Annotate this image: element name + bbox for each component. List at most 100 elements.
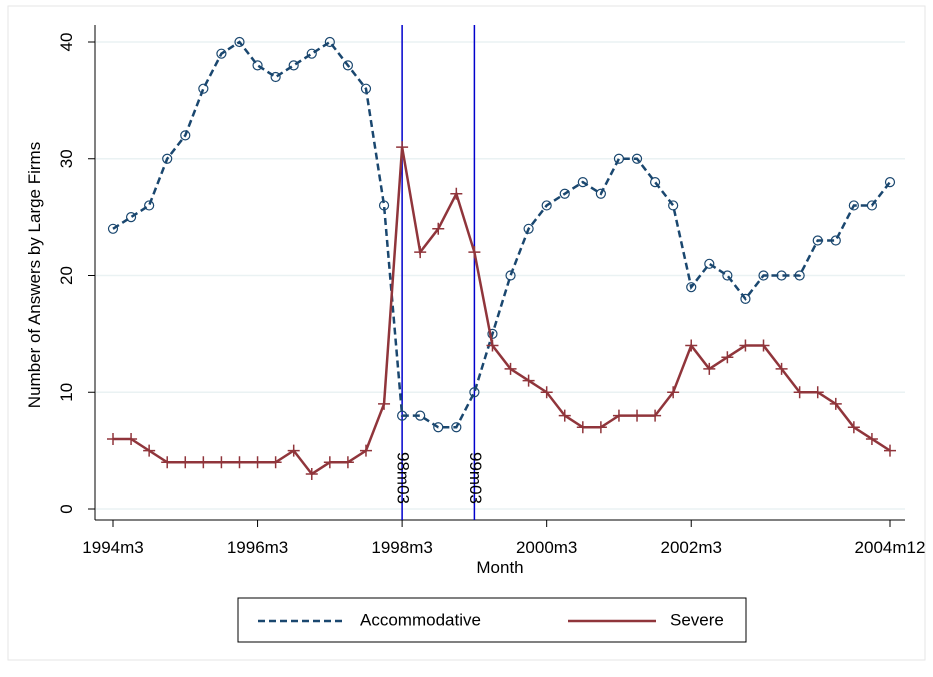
point [866, 200, 878, 211]
point [287, 444, 300, 457]
point [686, 282, 697, 293]
point [884, 444, 896, 457]
point [359, 444, 372, 457]
point [487, 328, 498, 339]
point [107, 432, 119, 445]
point [613, 153, 625, 164]
point [433, 422, 444, 433]
point [198, 83, 209, 94]
point [269, 456, 282, 469]
point [143, 444, 156, 457]
point [884, 177, 896, 188]
x-tick-label: 2000m3 [516, 538, 577, 557]
point [558, 409, 571, 422]
point [740, 293, 751, 304]
x-tick-label: 2002m3 [661, 538, 722, 557]
point [324, 36, 335, 48]
point [794, 270, 805, 281]
point [739, 339, 752, 352]
series-line [112, 40, 891, 429]
x-tick-label: 2004m12 [855, 538, 926, 557]
reference-label: 99m03 [466, 452, 485, 504]
point [504, 362, 517, 375]
point [107, 223, 119, 234]
x-tick-label: 1998m3 [371, 538, 432, 557]
legend-label: Accommodative [360, 610, 481, 629]
point [812, 235, 823, 246]
point [397, 410, 408, 421]
point [233, 456, 246, 469]
y-tick-label: 20 [57, 266, 76, 285]
x-tick-label: 1994m3 [82, 538, 143, 557]
point [288, 60, 299, 71]
point [323, 456, 336, 469]
point [306, 48, 317, 59]
frame [7, 5, 926, 661]
legend [237, 597, 747, 643]
point [144, 200, 155, 211]
y-tick-label: 0 [57, 504, 76, 513]
point [830, 235, 841, 246]
point [432, 222, 445, 235]
legend-label: Severe [670, 610, 724, 629]
point [576, 421, 589, 434]
y-axis-title: Number of Answers by Large Firms [25, 142, 44, 408]
point [847, 421, 860, 434]
point [469, 387, 480, 398]
point [180, 130, 191, 141]
point [595, 188, 606, 199]
point [865, 432, 878, 445]
point [197, 456, 210, 469]
point [829, 397, 842, 410]
point [161, 456, 174, 469]
point [305, 467, 318, 480]
x-axis-title: Month [476, 558, 523, 577]
point [468, 246, 481, 259]
point [668, 200, 679, 211]
reference-label: 98m03 [394, 452, 413, 504]
point [775, 362, 788, 375]
point [523, 223, 534, 234]
point [179, 456, 192, 469]
point [649, 409, 662, 422]
point [270, 71, 281, 83]
point [685, 339, 698, 352]
point [577, 177, 588, 188]
point [378, 200, 390, 211]
point [704, 258, 715, 269]
point [162, 153, 173, 164]
y-tick-label: 10 [57, 383, 76, 402]
point [594, 421, 607, 434]
point [559, 188, 570, 199]
point [216, 48, 227, 59]
point [215, 456, 228, 469]
point [451, 422, 462, 433]
point [811, 386, 824, 399]
point [631, 409, 644, 422]
point [342, 60, 354, 71]
point [793, 386, 806, 399]
point [415, 410, 426, 421]
point [776, 270, 787, 281]
point [396, 141, 409, 154]
point [848, 200, 859, 211]
point [414, 246, 427, 259]
point [541, 200, 552, 211]
point [450, 187, 463, 200]
x-tick-label: 1996m3 [227, 538, 288, 557]
point [125, 212, 137, 223]
y-tick-label: 40 [57, 33, 76, 52]
point [649, 177, 661, 188]
point [505, 270, 516, 281]
point [722, 270, 733, 281]
point [360, 83, 372, 94]
point [721, 351, 734, 364]
point [378, 397, 391, 410]
point [612, 409, 625, 422]
point [125, 432, 138, 445]
point [341, 456, 354, 469]
point [758, 270, 769, 281]
point [522, 374, 535, 387]
point [757, 339, 770, 352]
